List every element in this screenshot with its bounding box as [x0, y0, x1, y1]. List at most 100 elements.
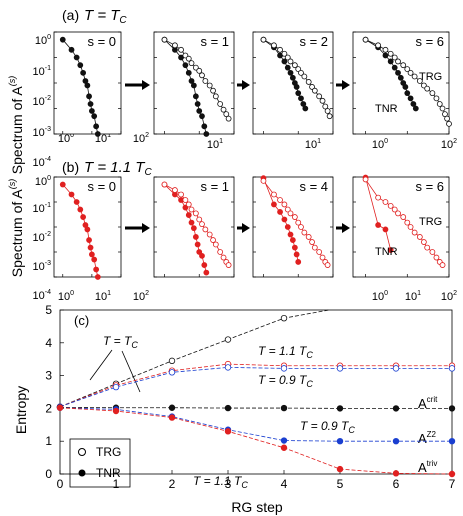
data-point — [203, 269, 210, 276]
x-tick-label: 6 — [393, 477, 400, 491]
data-point — [188, 78, 195, 84]
data-point — [224, 428, 232, 435]
data-point-open — [161, 181, 168, 188]
data-point-open — [202, 78, 209, 84]
data-point — [168, 414, 176, 421]
data-point — [224, 404, 232, 412]
y-tick-label: 0 — [45, 467, 52, 481]
series-line — [365, 177, 392, 251]
data-point-open — [436, 101, 443, 107]
data-point — [448, 470, 456, 478]
data-point — [448, 438, 456, 445]
svg-text:Spectrum of A(s): Spectrum of A(s) — [7, 76, 25, 174]
panel-b-xticks: 100 101 102 100 101 102 — [58, 290, 457, 303]
series-line — [59, 407, 452, 442]
data-point — [336, 465, 344, 473]
data-point-open — [271, 42, 277, 49]
data-point-open — [387, 50, 394, 57]
legend-marker-trg — [78, 448, 86, 456]
data-point — [391, 64, 398, 71]
data-point-open — [439, 105, 446, 112]
data-point-open — [224, 336, 232, 343]
data-point-open — [260, 36, 267, 43]
annotation-t11-bot: T = 1.1 TC — [193, 474, 248, 490]
data-point-open — [395, 58, 401, 65]
data-point — [395, 69, 401, 76]
data-point — [375, 222, 382, 228]
y-tick-label: 4 — [45, 336, 52, 350]
subplot-label: s = 1 — [200, 34, 229, 49]
panel-c-legend: TRG TNR — [69, 438, 131, 488]
svg-text:101: 101 — [305, 138, 321, 151]
data-point-open — [225, 262, 232, 268]
svg-text:10-4: 10-4 — [33, 156, 52, 169]
series-name-label: TRG — [419, 71, 442, 83]
data-point-open — [362, 36, 369, 43]
data-point-open — [161, 36, 168, 43]
x-tick-label: 2 — [169, 477, 176, 491]
data-point — [88, 108, 95, 114]
data-point — [281, 58, 288, 65]
data-point-open — [433, 254, 440, 261]
data-point — [94, 131, 101, 137]
flow-arrow-head — [242, 223, 250, 233]
data-point — [407, 95, 414, 102]
data-point — [86, 93, 92, 100]
svg-text:100: 100 — [58, 132, 74, 145]
data-point — [80, 214, 87, 220]
annotation-t09-top: T = 0.9 TC — [258, 373, 313, 389]
data-point — [281, 216, 288, 223]
data-point — [194, 241, 201, 248]
data-point — [382, 52, 389, 59]
data-point-open — [429, 249, 436, 255]
legend-marker-tnr — [78, 469, 86, 477]
data-point-open — [382, 46, 389, 53]
data-point — [196, 108, 203, 114]
series-line — [59, 366, 452, 408]
annotation-arrow-up — [89, 349, 113, 381]
x-tick-label: 1 — [113, 477, 120, 491]
panel-a-condition: T = TC — [84, 7, 127, 26]
data-point-open — [202, 226, 209, 233]
svg-text:10-1: 10-1 — [33, 65, 52, 78]
data-point — [201, 262, 208, 268]
panel-b-ylabel: Spectrum of A(s) — [7, 179, 25, 277]
data-point-open — [305, 234, 312, 240]
data-point — [168, 404, 176, 411]
svg-text:10-2: 10-2 — [33, 95, 52, 108]
data-point-open — [316, 249, 323, 255]
legend-label-trg: TRG — [96, 445, 121, 459]
data-point-open — [416, 78, 423, 84]
series-line — [59, 363, 452, 408]
flow-arrow-head — [342, 223, 350, 233]
data-point-open — [400, 62, 407, 69]
annotation-t11-top: T = 1.1 TC — [258, 344, 313, 360]
data-point — [59, 36, 66, 43]
svg-text:10-3: 10-3 — [33, 126, 52, 139]
panel-b-subplot-1: s = 1 — [153, 176, 235, 278]
data-point — [382, 226, 389, 233]
data-point — [291, 244, 298, 251]
svg-text:10-2: 10-2 — [33, 231, 52, 244]
data-point-open — [182, 197, 189, 203]
data-point — [56, 404, 64, 411]
data-point — [448, 405, 456, 412]
panel-b-yticks: 100 10-1 10-2 10-3 10-4 — [33, 175, 52, 302]
data-point-open — [324, 108, 331, 114]
data-point — [336, 405, 344, 412]
data-point-open — [281, 201, 288, 208]
subplot-label: s = 2 — [299, 34, 328, 49]
y-tick-label: 1 — [45, 434, 52, 448]
data-point-open — [168, 357, 176, 365]
data-point-open — [172, 42, 178, 49]
panel-a-subplot-1: s = 1 — [153, 31, 235, 137]
data-point-open — [316, 93, 323, 100]
data-point-open — [311, 87, 318, 94]
data-point — [80, 69, 87, 76]
data-point — [84, 226, 91, 233]
subplot-label: s = 6 — [415, 179, 444, 194]
data-point-open — [442, 111, 448, 118]
data-point-open — [433, 95, 440, 102]
data-point — [293, 84, 300, 90]
data-point-open — [178, 46, 184, 53]
